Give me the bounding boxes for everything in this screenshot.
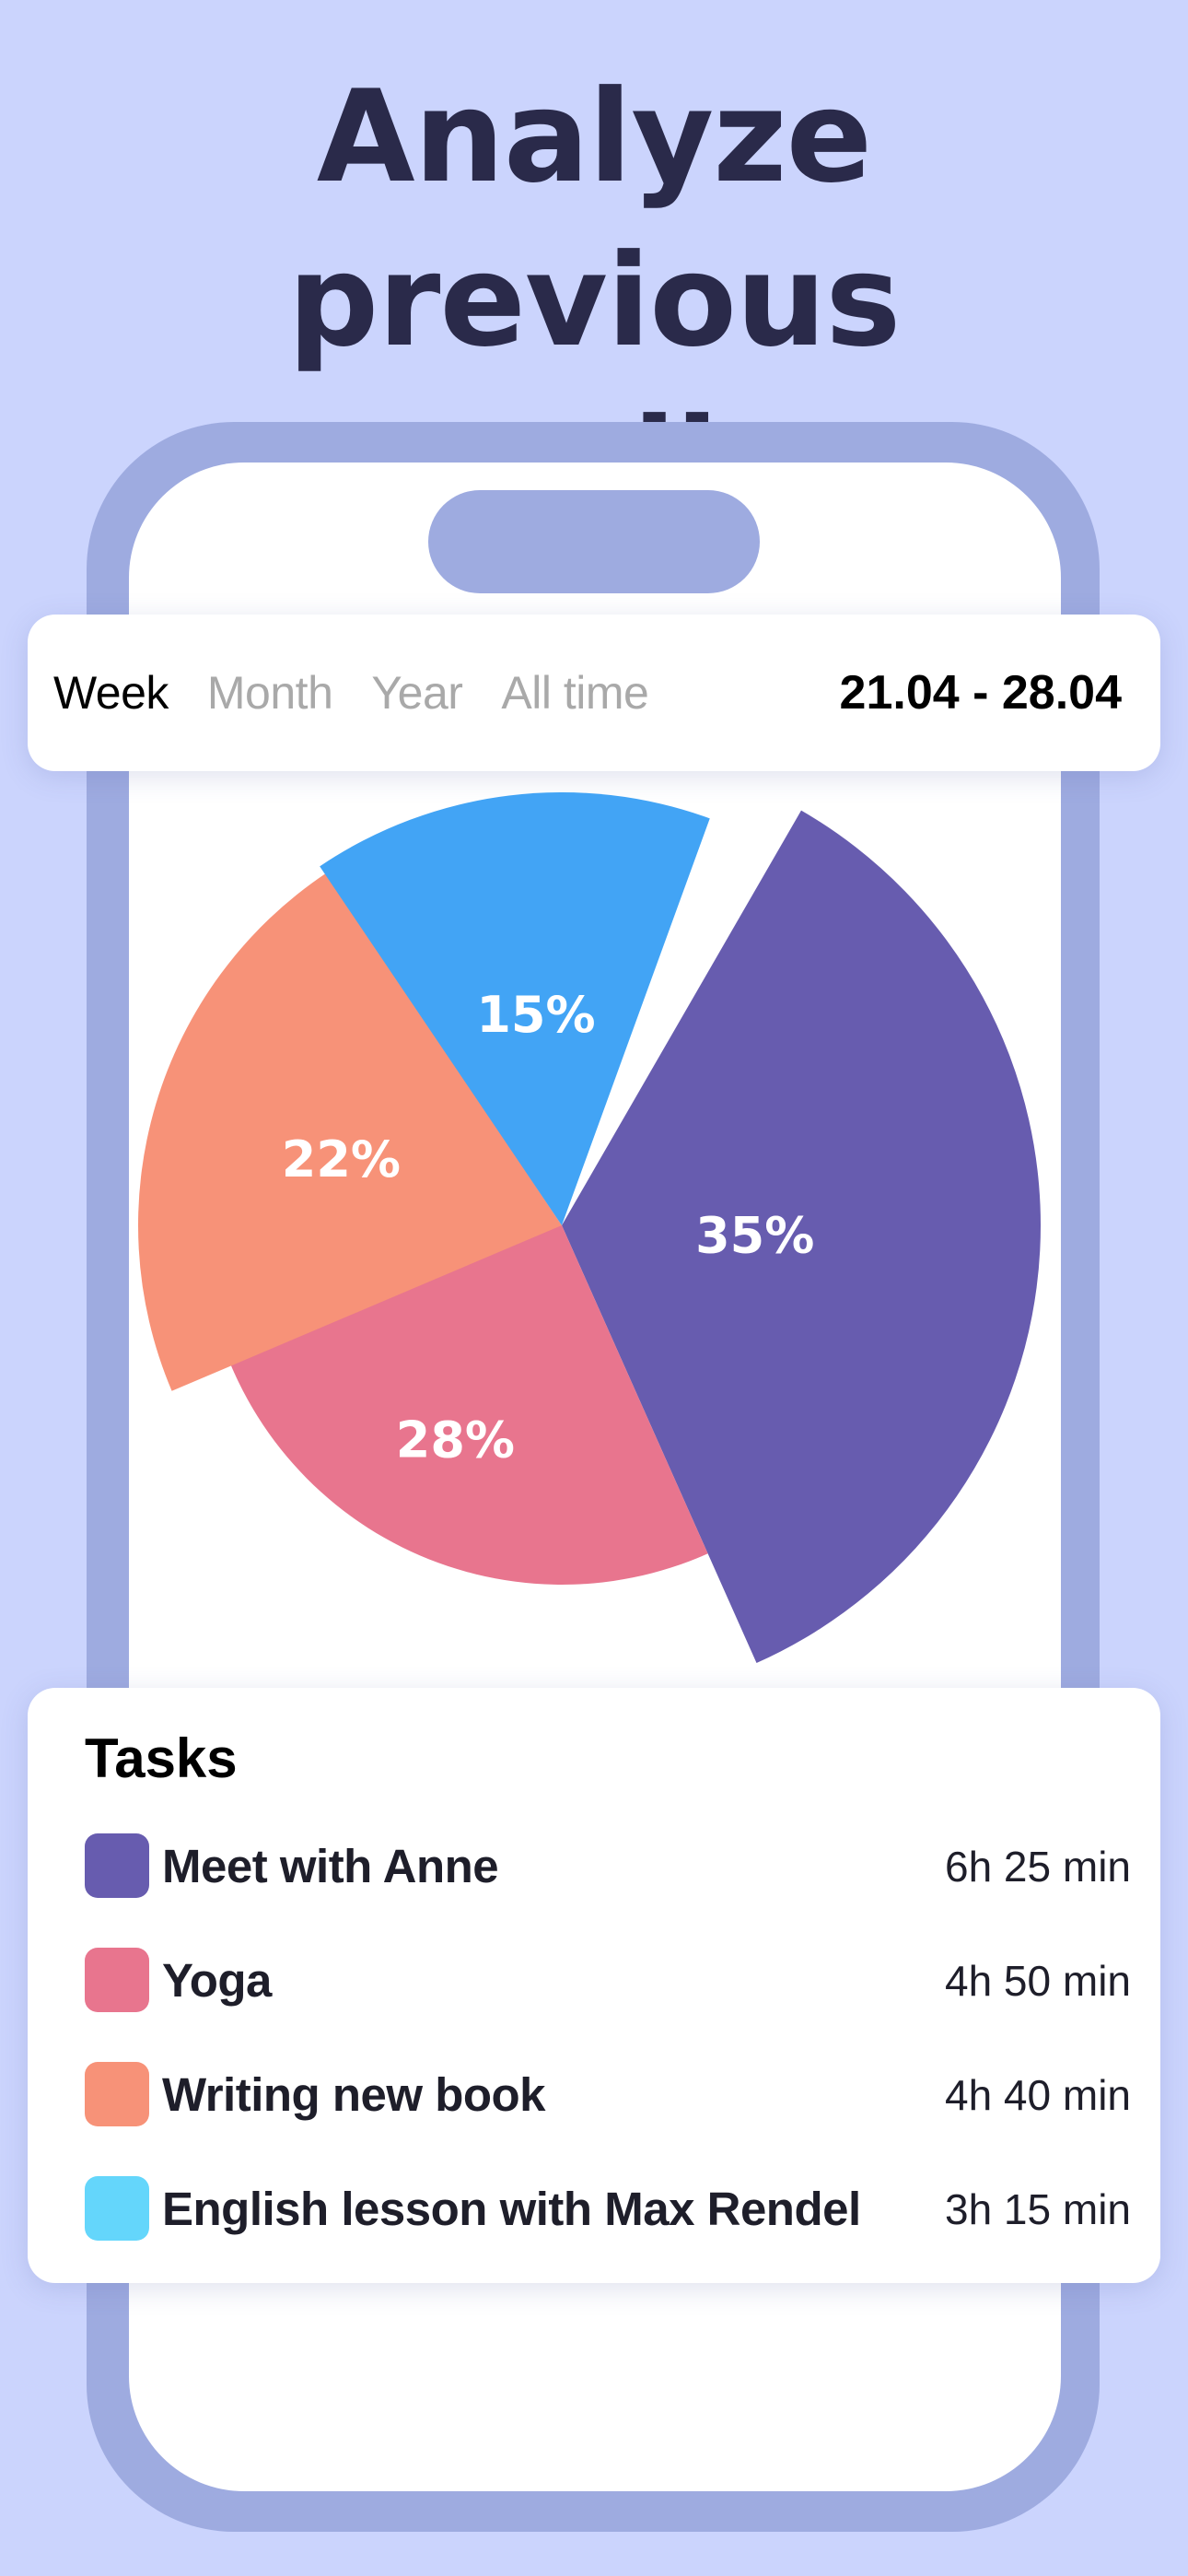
task-row[interactable]: Meet with Anne 6h 25 min — [85, 1833, 1131, 1900]
date-range[interactable]: 21.04 - 28.04 — [839, 666, 1122, 720]
pie-slice — [138, 872, 563, 1391]
pie-slice-label: 22% — [282, 1130, 401, 1188]
tab-year[interactable]: Year — [371, 667, 463, 719]
task-name: Meet with Anne — [162, 1840, 499, 1892]
phone-notch — [428, 490, 760, 593]
pie-slice-label: 35% — [695, 1206, 814, 1264]
pie-slice — [562, 810, 1041, 1664]
task-duration: 6h 25 min — [944, 1843, 1131, 1891]
task-row[interactable]: Writing new book 4h 40 min — [85, 2062, 1131, 2128]
task-name: English lesson with Max Rendel — [162, 2183, 861, 2235]
task-row[interactable]: English lesson with Max Rendel 3h 15 min — [85, 2176, 1131, 2242]
pie-slice-label: 28% — [396, 1411, 515, 1469]
period-selector-card: Week Month Year All time 21.04 - 28.04 — [28, 615, 1160, 771]
tab-week[interactable]: Week — [53, 667, 169, 719]
pie-slice-label: 15% — [476, 986, 595, 1044]
task-color-swatch — [85, 1833, 149, 1898]
task-duration: 4h 40 min — [944, 2071, 1131, 2119]
task-color-swatch — [85, 1948, 149, 2012]
tasks-card: Tasks Meet with Anne 6h 25 min Yoga 4h 5… — [28, 1688, 1160, 2283]
task-color-swatch — [85, 2176, 149, 2241]
tab-all-time[interactable]: All time — [501, 667, 649, 719]
pie-chart: 35% 28% 22% 15% — [138, 792, 1041, 1664]
task-name: Yoga — [162, 1954, 272, 2007]
pie-slice — [320, 792, 710, 1225]
tab-month[interactable]: Month — [206, 667, 333, 719]
period-tabs: Week Month Year All time — [53, 615, 687, 771]
tasks-title: Tasks — [85, 1727, 238, 1789]
headline-line-1: Analyze previous — [287, 63, 902, 375]
task-duration: 4h 50 min — [944, 1957, 1131, 2005]
task-name: Writing new book — [162, 2068, 546, 2121]
task-duration: 3h 15 min — [944, 2185, 1131, 2233]
task-row[interactable]: Yoga 4h 50 min — [85, 1948, 1131, 2014]
task-color-swatch — [85, 2062, 149, 2126]
